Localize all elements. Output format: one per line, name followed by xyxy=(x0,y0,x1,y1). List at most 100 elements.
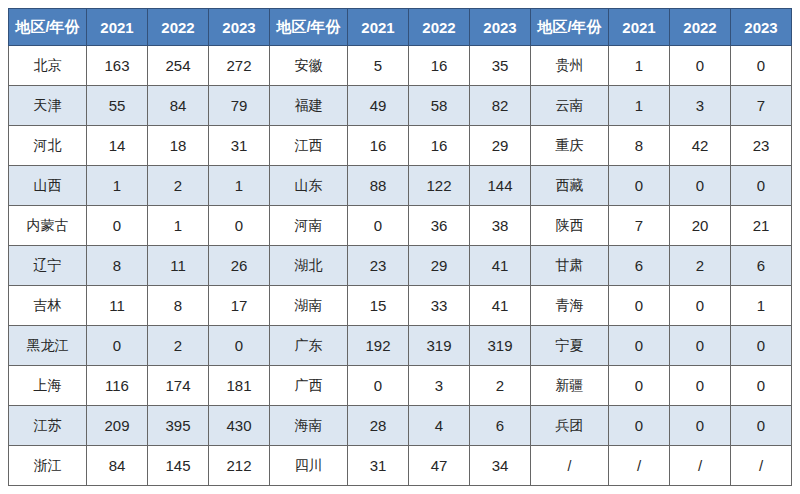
region-cell: 贵州 xyxy=(531,46,609,86)
value-cell: 84 xyxy=(87,446,148,486)
value-cell: 3 xyxy=(409,366,470,406)
table-row: 天津558479福建495882云南137 xyxy=(9,86,792,126)
value-cell: 0 xyxy=(670,286,731,326)
value-cell: 1 xyxy=(609,86,670,126)
value-cell: 20 xyxy=(670,206,731,246)
region-cell: 江苏 xyxy=(9,406,87,446)
region-cell: 青海 xyxy=(531,286,609,326)
header-cell-region: 地区/年份 xyxy=(531,9,609,46)
value-cell: 6 xyxy=(731,246,792,286)
region-year-table: 地区/年份 2021 2022 2023 地区/年份 2021 2022 202… xyxy=(8,8,792,486)
value-cell: 2 xyxy=(148,166,209,206)
value-cell: 0 xyxy=(731,166,792,206)
value-cell: 35 xyxy=(470,46,531,86)
region-cell: 四川 xyxy=(270,446,348,486)
value-cell: 0 xyxy=(609,366,670,406)
value-cell: 122 xyxy=(409,166,470,206)
value-cell: 163 xyxy=(87,46,148,86)
header-cell-year: 2022 xyxy=(670,9,731,46)
value-cell: 15 xyxy=(348,286,409,326)
value-cell: / xyxy=(609,446,670,486)
value-cell: 0 xyxy=(609,326,670,366)
value-cell: 3 xyxy=(670,86,731,126)
value-cell: 6 xyxy=(470,406,531,446)
region-cell: 山西 xyxy=(9,166,87,206)
region-cell: 辽宁 xyxy=(9,246,87,286)
value-cell: 17 xyxy=(209,286,270,326)
header-row: 地区/年份 2021 2022 2023 地区/年份 2021 2022 202… xyxy=(9,9,792,46)
value-cell: 5 xyxy=(348,46,409,86)
region-cell: 宁夏 xyxy=(531,326,609,366)
header-cell-year: 2023 xyxy=(470,9,531,46)
region-cell: 甘肃 xyxy=(531,246,609,286)
table-row: 浙江84145212四川314734//// xyxy=(9,446,792,486)
value-cell: 0 xyxy=(609,406,670,446)
value-cell: 23 xyxy=(731,126,792,166)
value-cell: 0 xyxy=(348,366,409,406)
table-row: 江苏209395430海南2846兵团000 xyxy=(9,406,792,446)
value-cell: 55 xyxy=(87,86,148,126)
value-cell: 2 xyxy=(670,246,731,286)
value-cell: 41 xyxy=(470,286,531,326)
value-cell: 0 xyxy=(731,46,792,86)
value-cell: 0 xyxy=(670,166,731,206)
region-cell: 吉林 xyxy=(9,286,87,326)
value-cell: 16 xyxy=(409,126,470,166)
region-cell: 天津 xyxy=(9,86,87,126)
value-cell: 16 xyxy=(348,126,409,166)
table-body: 北京163254272安徽51635贵州100天津558479福建495882云… xyxy=(9,46,792,486)
value-cell: 1 xyxy=(731,286,792,326)
value-cell: 11 xyxy=(87,286,148,326)
value-cell: 26 xyxy=(209,246,270,286)
value-cell: 31 xyxy=(348,446,409,486)
table-row: 河北141831江西161629重庆84223 xyxy=(9,126,792,166)
value-cell: 144 xyxy=(470,166,531,206)
region-cell: 广西 xyxy=(270,366,348,406)
value-cell: 0 xyxy=(670,406,731,446)
region-cell: 陕西 xyxy=(531,206,609,246)
value-cell: 1 xyxy=(87,166,148,206)
value-cell: 23 xyxy=(348,246,409,286)
value-cell: 116 xyxy=(87,366,148,406)
region-cell: 广东 xyxy=(270,326,348,366)
value-cell: 58 xyxy=(409,86,470,126)
value-cell: 8 xyxy=(148,286,209,326)
header-cell-year: 2021 xyxy=(609,9,670,46)
table-row: 吉林11817湖南153341青海001 xyxy=(9,286,792,326)
value-cell: 192 xyxy=(348,326,409,366)
value-cell: 1 xyxy=(609,46,670,86)
value-cell: 11 xyxy=(148,246,209,286)
value-cell: 2 xyxy=(470,366,531,406)
value-cell: 33 xyxy=(409,286,470,326)
value-cell: 84 xyxy=(148,86,209,126)
header-cell-region: 地区/年份 xyxy=(270,9,348,46)
table-row: 上海116174181广西032新疆000 xyxy=(9,366,792,406)
region-cell: 海南 xyxy=(270,406,348,446)
value-cell: 42 xyxy=(670,126,731,166)
table-row: 黑龙江020广东192319319宁夏000 xyxy=(9,326,792,366)
value-cell: 0 xyxy=(87,326,148,366)
value-cell: 0 xyxy=(670,326,731,366)
value-cell: / xyxy=(670,446,731,486)
value-cell: 395 xyxy=(148,406,209,446)
region-cell: 安徽 xyxy=(270,46,348,86)
value-cell: 16 xyxy=(409,46,470,86)
region-cell: 北京 xyxy=(9,46,87,86)
value-cell: 82 xyxy=(470,86,531,126)
region-cell: 浙江 xyxy=(9,446,87,486)
region-cell: 河北 xyxy=(9,126,87,166)
value-cell: 21 xyxy=(731,206,792,246)
region-cell: 云南 xyxy=(531,86,609,126)
page: 地区/年份 2021 2022 2023 地区/年份 2021 2022 202… xyxy=(0,0,800,494)
value-cell: 29 xyxy=(409,246,470,286)
table-row: 山西121山东88122144西藏000 xyxy=(9,166,792,206)
value-cell: 272 xyxy=(209,46,270,86)
region-cell: 内蒙古 xyxy=(9,206,87,246)
value-cell: 8 xyxy=(609,126,670,166)
region-cell: 山东 xyxy=(270,166,348,206)
value-cell: 0 xyxy=(348,206,409,246)
table-row: 内蒙古010河南03638陕西72021 xyxy=(9,206,792,246)
value-cell: 212 xyxy=(209,446,270,486)
value-cell: 88 xyxy=(348,166,409,206)
value-cell: 174 xyxy=(148,366,209,406)
